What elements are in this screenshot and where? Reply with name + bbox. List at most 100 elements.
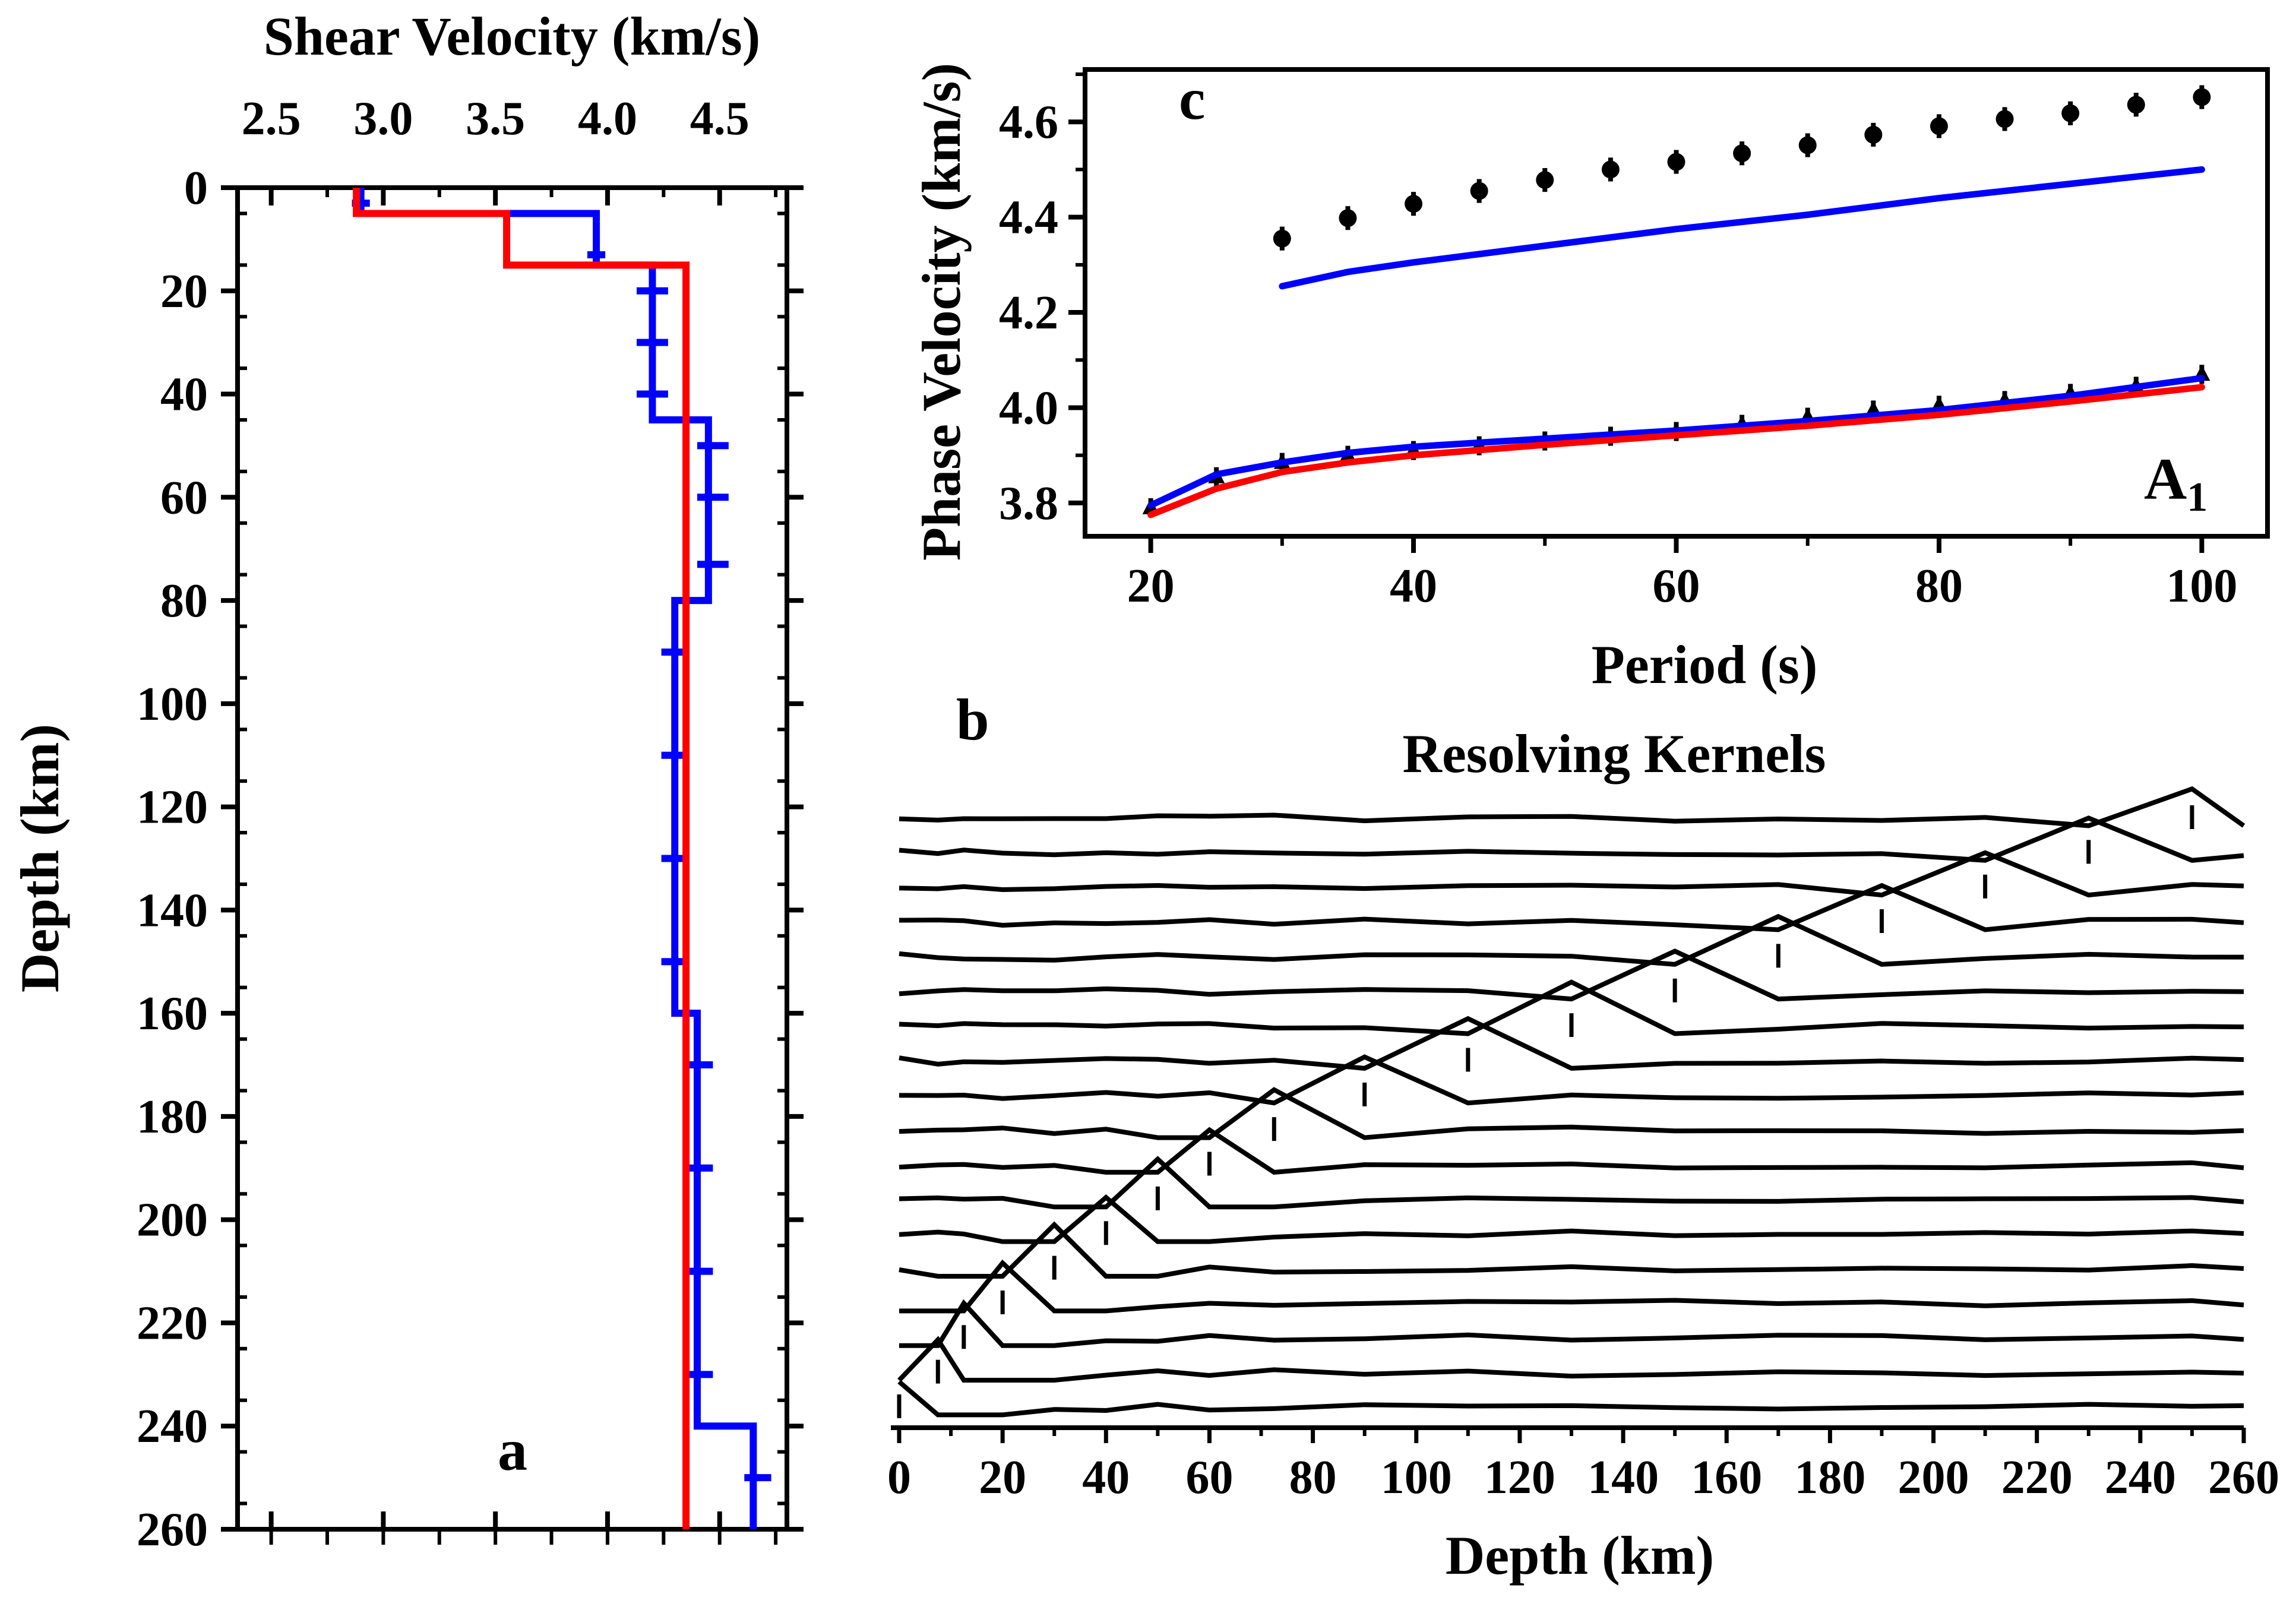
c-x-tick-label: 20 bbox=[1127, 560, 1175, 612]
panel-a-label: a bbox=[498, 1417, 527, 1483]
b-x-tick-label: 140 bbox=[1587, 1451, 1659, 1504]
b-kernel-line bbox=[899, 1221, 2244, 1279]
a-inverted-model-line bbox=[357, 188, 757, 1529]
c-point bbox=[2061, 104, 2080, 122]
b-x-tick-label: 0 bbox=[887, 1451, 911, 1504]
b-kernel-line bbox=[899, 948, 2244, 1002]
c-point bbox=[1667, 153, 1685, 171]
a-x-tick-label: 2.5 bbox=[242, 93, 301, 145]
a-y-tick-label: 220 bbox=[137, 1297, 208, 1349]
a-x-tick-label: 3.0 bbox=[353, 93, 413, 145]
c-line-4 bbox=[1147, 384, 2205, 518]
a-reference-model-line bbox=[353, 188, 690, 1529]
a-y-tick-label: 180 bbox=[137, 1091, 208, 1143]
c-point bbox=[2193, 88, 2211, 106]
panel-c-xlabel: Period (s) bbox=[1592, 634, 1818, 695]
a-x-tick-label: 4.5 bbox=[690, 93, 749, 145]
c-point bbox=[1864, 125, 1883, 144]
a-y-tick-label: 240 bbox=[137, 1400, 208, 1453]
panel-c-phase-velocity-dispersion: 20 40 60 80 100 3.8 4.0 4.2 4.4 4.6 Period (s) Ph… bbox=[911, 63, 2270, 695]
c-point bbox=[1601, 160, 1620, 179]
a-y-tick-label: 80 bbox=[160, 575, 208, 627]
b-kernel-line bbox=[899, 1259, 2244, 1314]
c-point bbox=[1273, 229, 1291, 248]
a-y-tick-label: 120 bbox=[137, 782, 208, 834]
panel-a-shear-velocity-profile: 2.5 3.0 3.5 4.0 4.5 0 20 40 60 80 100 120 140 160 180 2… bbox=[10, 6, 804, 1556]
b-x-tick-label: 100 bbox=[1381, 1451, 1452, 1504]
a-y-tick-label: 160 bbox=[137, 988, 208, 1040]
b-kernel-line bbox=[899, 1087, 2244, 1140]
c-point bbox=[1339, 209, 1357, 227]
b-kernel-line bbox=[899, 786, 2246, 828]
panel-c-label: c bbox=[1179, 66, 1205, 132]
a-y-tick-label: 20 bbox=[160, 265, 208, 318]
c-x-tick-label: 100 bbox=[2166, 560, 2237, 612]
b-x-tick-label: 160 bbox=[1691, 1451, 1762, 1504]
b-kernel-line bbox=[899, 1127, 2244, 1175]
c-x-tick-label: 80 bbox=[1915, 560, 1963, 612]
panel-a-ylabel: Depth (km) bbox=[10, 724, 70, 992]
b-kernel-line bbox=[897, 1380, 2244, 1418]
c-line-3 bbox=[1147, 375, 2205, 509]
a-y-tick-label: 140 bbox=[137, 884, 208, 937]
b-kernel-line bbox=[899, 913, 2244, 967]
b-x-tick-label: 40 bbox=[1082, 1451, 1130, 1504]
a-y-tick-label: 100 bbox=[137, 678, 208, 730]
a-y-tick-label: 40 bbox=[160, 369, 208, 421]
b-kernel-line bbox=[899, 883, 2244, 932]
c-x-tick-label: 40 bbox=[1390, 560, 1437, 612]
c-y-tick-label: 4.4 bbox=[999, 192, 1058, 244]
a-y-tick-label: 60 bbox=[160, 472, 208, 524]
c-y-tick-label: 4.2 bbox=[999, 287, 1058, 339]
c-y-tick-label: 4.6 bbox=[999, 96, 1058, 148]
b-kernel-line bbox=[899, 1194, 2244, 1244]
panel-b-label: b bbox=[956, 687, 989, 752]
panel-b-resolving-kernels: 0 20 40 60 80 100 120 140 160 180 200 220 240 260 Res… bbox=[887, 687, 2279, 1586]
a-y-tick-label: 0 bbox=[184, 162, 208, 214]
b-x-tick-label: 20 bbox=[979, 1451, 1026, 1504]
c-point bbox=[1536, 171, 1554, 189]
b-x-tick-label: 80 bbox=[1289, 1451, 1337, 1504]
c-x-tick-label: 60 bbox=[1653, 560, 1700, 612]
c-point bbox=[1470, 182, 1488, 200]
panel-c-series bbox=[1142, 85, 2211, 518]
b-x-tick-label: 260 bbox=[2208, 1451, 2279, 1504]
c-point bbox=[1405, 195, 1423, 213]
a-y-tick-label: 200 bbox=[137, 1194, 208, 1247]
b-kernel-line bbox=[899, 979, 2244, 1036]
b-x-tick-label: 120 bbox=[1484, 1451, 1555, 1504]
b-kernel-line bbox=[899, 1054, 2244, 1106]
c-point bbox=[1930, 117, 1948, 135]
c-point bbox=[1995, 110, 2014, 128]
b-x-tick-label: 220 bbox=[2001, 1451, 2073, 1504]
c-point bbox=[2127, 96, 2145, 114]
b-x-tick-label: 60 bbox=[1185, 1451, 1233, 1504]
b-kernel-line bbox=[899, 1156, 2244, 1210]
panel-a-ticks: 2.5 3.0 3.5 4.0 4.5 0 20 40 60 80 100 120 140 160 180 2… bbox=[137, 93, 804, 1556]
panel-c-ylabel: Phase Velocity (km/s) bbox=[911, 63, 972, 561]
panel-c-mode-annotation: A1 bbox=[2144, 446, 2208, 520]
b-kernel-line bbox=[899, 850, 2244, 898]
b-kernel-line bbox=[899, 1016, 2244, 1071]
c-y-tick-label: 3.8 bbox=[999, 477, 1058, 530]
c-y-tick-label: 4.0 bbox=[999, 382, 1058, 434]
b-kernel-line bbox=[899, 815, 2244, 863]
c-point bbox=[1733, 144, 1751, 163]
b-x-tick-label: 240 bbox=[2105, 1451, 2176, 1504]
b-kernel-line bbox=[897, 1336, 2244, 1383]
b-x-tick-label: 180 bbox=[1794, 1451, 1865, 1504]
a-x-tick-label: 3.5 bbox=[466, 93, 525, 145]
panel-a-frame bbox=[235, 185, 789, 1532]
c-line-2 bbox=[1279, 166, 2205, 290]
panel-c-mode-annotation-main: A bbox=[2144, 446, 2187, 512]
c-point bbox=[1798, 136, 1817, 154]
a-x-tick-label: 4.0 bbox=[578, 93, 637, 145]
panel-b-title: Resolving Kernels bbox=[1403, 723, 1826, 784]
panel-c-ticks: 20 40 60 80 100 3.8 4.0 4.2 4.4 4.6 bbox=[999, 72, 2237, 612]
panel-c-mode-annotation-sub: 1 bbox=[2187, 475, 2208, 520]
panel-a-xlabel: Shear Velocity (km/s) bbox=[264, 6, 761, 67]
panel-b-ticks: 0 20 40 60 80 100 120 140 160 180 200 220 240 260 bbox=[887, 1428, 2279, 1504]
panel-a-series bbox=[352, 188, 771, 1529]
b-x-tick-label: 200 bbox=[1898, 1451, 1969, 1504]
a-y-tick-label: 260 bbox=[137, 1504, 208, 1556]
